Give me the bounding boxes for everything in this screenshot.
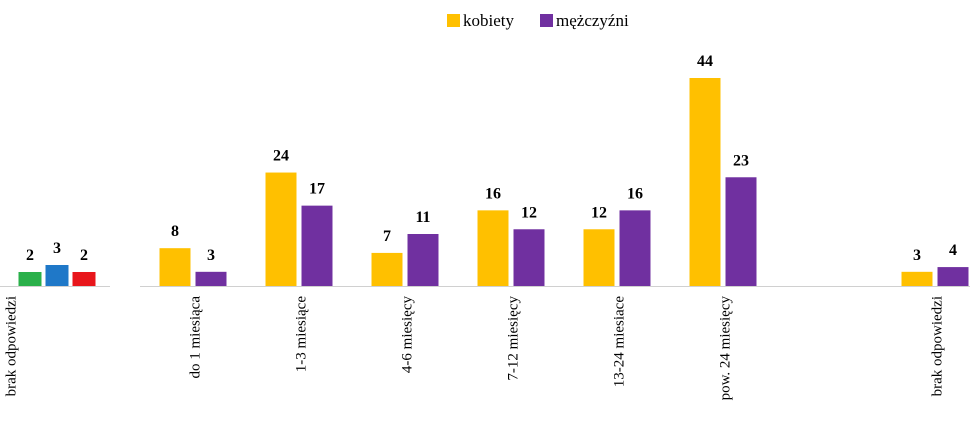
data-label: 16	[627, 185, 643, 202]
data-label: 3	[53, 240, 61, 257]
bar	[583, 229, 615, 286]
x-tick-label: 7-12 miesięcy	[505, 296, 521, 381]
data-label: 2	[26, 247, 34, 264]
data-label: 16	[485, 185, 501, 202]
bar	[937, 267, 969, 286]
bar	[18, 272, 42, 286]
data-label: 2	[80, 247, 88, 264]
x-tick-label: do 1 miesiąca	[187, 296, 203, 379]
bar	[901, 271, 933, 286]
data-label: 23	[733, 152, 749, 169]
x-tick-label: pow. 24 miesięcy	[717, 296, 733, 401]
data-label: 4	[949, 242, 957, 259]
x-tick-label: 4-6 miesięcy	[399, 296, 415, 374]
legend-swatch	[540, 14, 553, 27]
data-label: 3	[913, 247, 921, 264]
legend-label: mężczyźni	[556, 11, 629, 30]
x-tick-label: 1-3 miesiące	[293, 296, 309, 373]
bar	[689, 78, 721, 286]
legend-label: kobiety	[463, 11, 514, 30]
x-tick-label: brak odpowiedzi	[929, 296, 945, 396]
data-label: 11	[415, 209, 430, 226]
bar	[45, 265, 69, 286]
bar	[725, 177, 757, 286]
data-label: 24	[273, 148, 289, 165]
bar	[301, 205, 333, 286]
data-label: 3	[207, 247, 215, 264]
bar	[72, 272, 96, 286]
bar	[619, 210, 651, 286]
bar	[513, 229, 545, 286]
data-label: 8	[171, 223, 179, 240]
bar	[407, 234, 439, 286]
data-label: 44	[697, 53, 713, 70]
data-label: 12	[591, 204, 607, 221]
bar	[265, 172, 297, 286]
bar	[159, 248, 191, 286]
bar	[477, 210, 509, 286]
legend-swatch	[447, 14, 460, 27]
bar	[371, 252, 403, 286]
data-label: 17	[309, 181, 325, 198]
data-label: 7	[383, 228, 391, 245]
x-tick-label: 13-24 miesiace	[611, 296, 627, 388]
x-tick-label: brak odpowiedzi	[3, 296, 19, 396]
bar	[195, 271, 227, 286]
data-label: 12	[521, 204, 537, 221]
